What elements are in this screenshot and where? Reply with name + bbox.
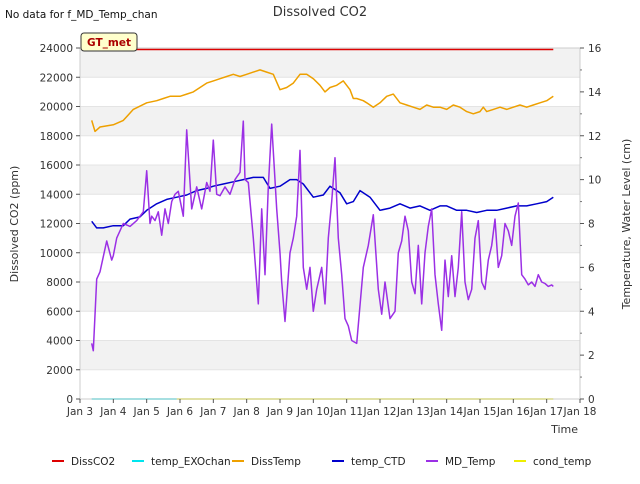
x-tick-label: Jan 17 xyxy=(529,406,563,418)
x-tick-label: Jan 8 xyxy=(233,406,260,418)
y-right-tick-label: 16 xyxy=(588,43,602,55)
y-left-tick-label: 22000 xyxy=(40,72,73,84)
no-data-note: No data for f_MD_Temp_chan xyxy=(5,9,157,21)
y-right-tick-label: 12 xyxy=(588,131,601,143)
x-tick-label: Jan 15 xyxy=(463,406,497,418)
series-line-temp-ctd xyxy=(91,176,554,229)
y-left-tick-label: 18000 xyxy=(40,131,73,143)
x-tick-label: Jan 7 xyxy=(199,406,226,418)
x-axis-label: Time xyxy=(550,423,578,436)
y-left-tick-label: 24000 xyxy=(40,43,73,55)
y-left-tick-label: 8000 xyxy=(46,277,73,289)
legend-label: MD_Temp xyxy=(445,456,496,468)
x-tick-label: Jan 14 xyxy=(429,406,463,418)
legend-label: cond_temp xyxy=(533,456,592,468)
y-left-tick-label: 2000 xyxy=(46,365,73,377)
x-tick-label: Jan 10 xyxy=(296,406,330,418)
plot-band xyxy=(80,282,580,312)
legend-label: temp_CTD xyxy=(351,456,406,468)
x-tick-label: Jan 13 xyxy=(396,406,430,418)
y-left-tick-label: 0 xyxy=(66,394,73,406)
x-tick-label: Jan 5 xyxy=(133,406,160,418)
series-line-disstemp xyxy=(90,69,554,133)
x-tick-label: Jan 4 xyxy=(99,406,127,418)
y-left-tick-label: 10000 xyxy=(40,248,73,260)
x-axis-ticks: Jan 3 Jan 4 Jan 5 Jan 6 Jan 7 Jan 8 Jan 9 Jan 1… xyxy=(66,399,597,418)
x-tick-label: Jan 18 xyxy=(563,406,597,418)
y-right-tick-label: 0 xyxy=(588,394,595,406)
y-right-tick-label: 8 xyxy=(588,219,595,231)
badge-label: GT_met xyxy=(87,37,131,49)
x-tick-label: Jan 3 xyxy=(66,406,93,418)
y-right-tick-label: 6 xyxy=(588,262,595,274)
gt-met-badge: GT_met xyxy=(80,32,138,52)
y-left-tick-label: 12000 xyxy=(40,219,73,231)
plot-bands xyxy=(80,48,580,370)
y-right-tick-label: 10 xyxy=(588,175,601,187)
y-right-axis-label: Temperature, Water Level (cm) xyxy=(620,139,633,311)
plot-band xyxy=(80,106,580,136)
plot-band xyxy=(80,48,580,78)
y-left-tick-label: 6000 xyxy=(46,306,73,318)
y-left-tick-label: 20000 xyxy=(40,102,73,114)
y-right-tick-label: 4 xyxy=(588,306,595,318)
y-right-tick-label: 14 xyxy=(588,87,602,99)
x-tick-label: Jan 6 xyxy=(166,406,194,418)
x-tick-label: Jan 11 xyxy=(329,406,363,418)
y-right-axis-ticks: 0 2 4 6 8 10 12 14 16 xyxy=(580,43,602,406)
legend-label: DissTemp xyxy=(251,456,301,468)
y-left-axis-label: Dissolved CO2 (ppm) xyxy=(8,166,21,283)
legend-label: temp_EXOchan xyxy=(151,456,231,468)
x-tick-label: Jan 16 xyxy=(496,406,530,418)
chart-title: Dissolved CO2 xyxy=(273,5,367,20)
y-left-axis-ticks: 0 2000 4000 6000 8000 10000 12000 14000 16000 180… xyxy=(40,43,80,406)
y-right-tick-label: 2 xyxy=(588,350,595,362)
badge-box xyxy=(80,32,138,52)
plot-band xyxy=(80,165,580,195)
series-line-md-temp xyxy=(90,120,554,352)
legend-label: DissCO2 xyxy=(71,456,115,468)
x-tick-label: Jan 12 xyxy=(363,406,397,418)
x-tick-label: Jan 9 xyxy=(266,406,293,418)
legend: DissCO2 temp_EXOchan DissTemp temp_CTD MD_Te… xyxy=(52,456,592,468)
y-left-tick-label: 4000 xyxy=(46,336,73,348)
plot-band xyxy=(80,340,580,370)
y-left-tick-label: 16000 xyxy=(40,160,73,172)
y-left-tick-label: 14000 xyxy=(40,189,73,201)
